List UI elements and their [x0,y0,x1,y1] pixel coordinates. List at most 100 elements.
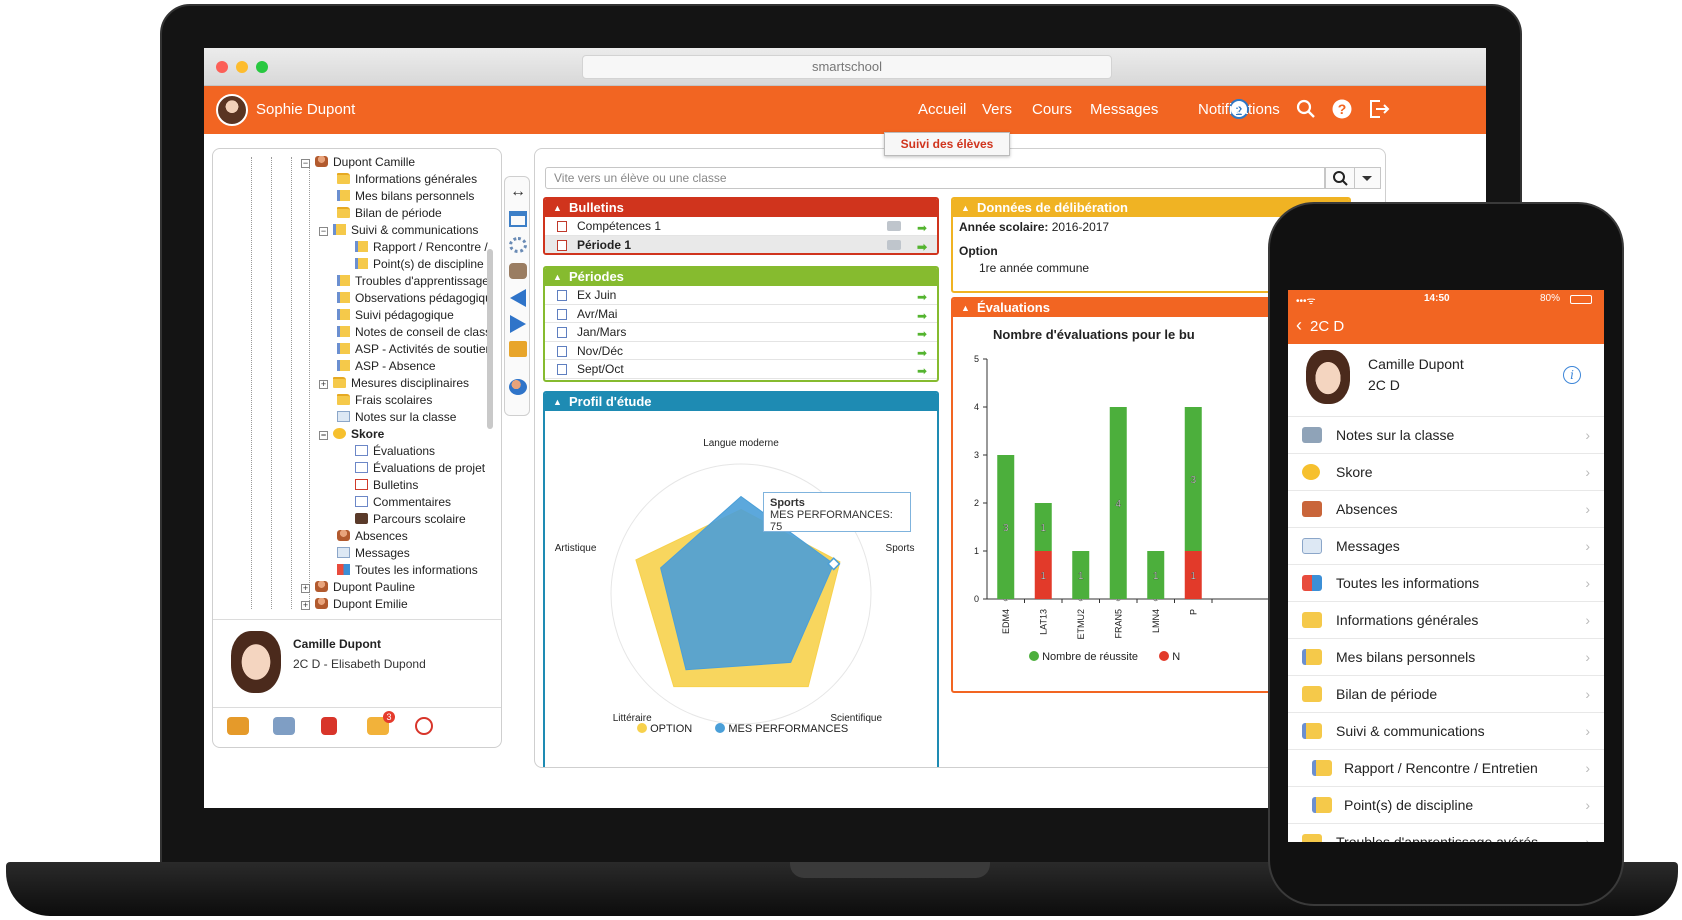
tree-item[interactable]: Notes sur la classe [337,410,456,427]
phone-list-item[interactable]: Messages › [1288,527,1604,564]
tree-item[interactable]: Observations pédagogiqu [337,291,492,308]
phone-list-item[interactable]: Toutes les informations › [1288,564,1604,601]
next-icon[interactable] [510,315,526,333]
student-search-input[interactable]: Vite vers un élève ou une classe [545,167,1325,189]
phone-list-item[interactable]: Suivi & communications › [1288,712,1604,749]
tree-item[interactable]: Informations générales [337,172,477,189]
previous-icon[interactable] [510,289,526,307]
folder-icon [355,258,368,269]
bar-fran5 [1109,407,1127,599]
tree-item[interactable]: Bilan de période [337,206,442,223]
report-icon [355,479,368,490]
bulletin-row-selected[interactable]: Période 1 ➡ [545,235,937,253]
nav-accueil[interactable]: Accueil [918,101,967,118]
search-dropdown-button[interactable] [1355,167,1381,189]
nav-cours[interactable]: Cours [1032,101,1073,118]
periode-row[interactable]: Jan/Mars ➡ [545,323,937,342]
people-icon[interactable] [367,717,389,735]
signal-icon: •••ᯤ [1296,296,1316,307]
phone-list-item[interactable]: Informations générales › [1288,601,1604,638]
minimize-window-button[interactable] [236,61,248,73]
phone-list-item[interactable]: Mes bilans personnels › [1288,638,1604,675]
periodes-header[interactable]: Périodes [545,268,937,286]
maximize-window-button[interactable] [256,61,268,73]
close-window-button[interactable] [216,61,228,73]
url-bar[interactable]: smartschool [582,55,1112,79]
deliberation-header[interactable]: Données de délibération [953,199,1349,217]
tree-item[interactable]: Toutes les informations [337,563,478,580]
phone-list-item[interactable]: Skore › [1288,453,1604,490]
tree-item[interactable]: Rapport / Rencontre / [355,240,488,257]
search-button[interactable] [1325,167,1355,189]
document-icon [557,308,567,320]
battery-icon [1570,295,1592,304]
phone-list-item[interactable]: Notes sur la classe › [1288,416,1604,453]
car-icon[interactable] [227,717,249,735]
back-chevron-icon[interactable]: ‹ [1296,315,1302,335]
bulletin-row[interactable]: Compétences 1 ➡ [545,217,937,236]
phone-list-item[interactable]: Point(s) de discipline › [1288,786,1604,823]
search-icon[interactable] [1296,99,1316,119]
tree-sibling[interactable]: + Dupont Emilie [301,597,408,611]
tree-item[interactable]: Frais scolaires [337,393,432,410]
tooltip-text: MES PERFORMANCES: 75 [770,509,893,533]
back-label[interactable]: 2C D [1310,318,1345,335]
tree-item[interactable]: Troubles d'apprentissage [337,274,489,291]
bulletins-header[interactable]: Bulletins [545,199,937,217]
alarm-clock-icon[interactable] [415,717,433,735]
tree-item[interactable]: ASP - Absence [337,359,436,376]
home-icon[interactable] [509,211,527,227]
tree-item[interactable]: Suivi pédagogique [337,308,454,325]
logout-icon[interactable] [1368,99,1390,119]
tree-item[interactable]: Messages [337,546,410,563]
phone-list-item[interactable]: Troubles d'apprentissage avérés › [1288,823,1604,842]
legend-label: Nombre de réussite [1042,651,1139,663]
tree-item[interactable]: Absences [337,529,408,546]
user-name[interactable]: Sophie Dupont [256,101,356,118]
phone-list-item[interactable]: Absences › [1288,490,1604,527]
periode-row[interactable]: Ex Juin ➡ [545,286,937,305]
tree-item[interactable]: − Suivi & communications [319,223,479,237]
tools-icon[interactable] [509,263,527,279]
book-icon[interactable] [321,717,337,735]
vehicle-icon[interactable] [273,717,295,735]
tree-item[interactable]: Évaluations [355,444,435,461]
clipboard-icon[interactable] [509,341,527,357]
bar-lat13 [1034,503,1052,551]
tree-item[interactable]: ASP - Activités de soutien [337,342,492,359]
tree-item[interactable]: Notes de conseil de class [337,325,491,342]
evaluations-header[interactable]: Évaluations [953,299,1349,317]
folder-icon [337,275,350,286]
phone-list-item[interactable]: Bilan de période › [1288,675,1604,712]
tree-item[interactable]: Point(s) de discipline [355,257,484,274]
bar-data-label: 3 [1003,523,1009,534]
tree-root-dupont-camille[interactable]: − Dupont Camille [301,155,416,169]
info-icon[interactable]: i [1563,366,1581,384]
tree-item[interactable]: Bulletins [355,478,418,495]
tree-item[interactable]: Parcours scolaire [355,512,466,529]
tree-sibling[interactable]: + Dupont Pauline [301,580,416,594]
user-avatar[interactable] [216,94,248,126]
student-info-icon[interactable] [509,379,527,395]
periode-row[interactable]: Sept/Oct ➡ [545,360,937,379]
tree-item[interactable]: Commentaires [355,495,451,512]
profil-header[interactable]: Profil d'étude [545,393,937,411]
gear-icon[interactable] [509,237,527,253]
suivi-des-eleves-tab[interactable]: Suivi des élèves [884,132,1010,156]
expand-arrows-icon[interactable]: ↔ [510,183,526,200]
tree-item[interactable]: Mes bilans personnels [337,189,474,206]
periode-row[interactable]: Avr/Mai ➡ [545,305,937,323]
nav-messages[interactable]: Messages [1090,101,1159,118]
tree-scrollbar[interactable] [487,249,493,429]
tree-item-skore[interactable]: − Skore [319,427,385,441]
tree-item[interactable]: + Mesures disciplinaires [319,376,470,390]
help-icon[interactable]: ? [1332,99,1352,119]
legend-swatch [637,723,647,733]
nav-notifications[interactable]: Notifications [1198,101,1280,118]
mail-icon [337,547,350,558]
periode-row[interactable]: Nov/Déc ➡ [545,342,937,360]
chart-title: Nombre d'évaluations pour le bu [993,327,1195,342]
phone-list-item[interactable]: Rapport / Rencontre / Entretien › [1288,749,1604,786]
nav-vers[interactable]: Vers [982,101,1013,118]
tree-item[interactable]: Évaluations de projet [355,461,485,478]
